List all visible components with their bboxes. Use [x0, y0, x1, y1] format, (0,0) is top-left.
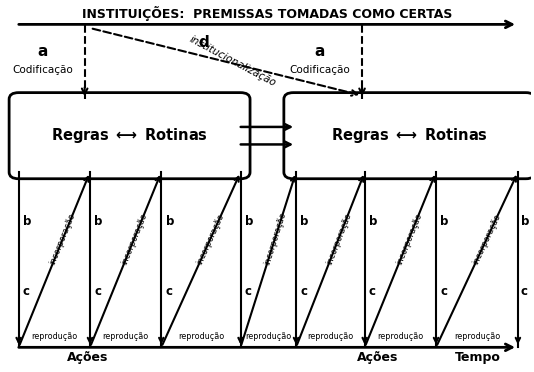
Text: reprodução: reprodução — [31, 332, 77, 341]
Text: reprodução: reprodução — [103, 332, 149, 341]
Text: incorporação: incorporação — [325, 211, 353, 266]
Text: incorporação: incorporação — [262, 211, 287, 266]
Text: reprodução: reprodução — [377, 332, 423, 341]
Text: reprodução: reprodução — [307, 332, 354, 341]
Text: b: b — [94, 215, 103, 228]
Text: b: b — [521, 215, 529, 228]
FancyBboxPatch shape — [9, 93, 250, 179]
Text: c: c — [521, 285, 528, 298]
Text: Tempo: Tempo — [456, 351, 501, 364]
Text: incorporação: incorporação — [49, 212, 77, 266]
Text: c: c — [300, 285, 307, 298]
Text: incorporação: incorporação — [120, 212, 148, 266]
Text: c: c — [440, 285, 447, 298]
Text: Codificação: Codificação — [12, 65, 73, 75]
Text: c: c — [166, 285, 172, 298]
Text: reprodução: reprodução — [245, 332, 292, 341]
Text: Ações: Ações — [67, 351, 108, 364]
Text: Codificação: Codificação — [289, 65, 350, 75]
Text: INSTITUIÇÕES:  PREMISSAS TOMADAS COMO CERTAS: INSTITUIÇÕES: PREMISSAS TOMADAS COMO CER… — [82, 6, 452, 22]
Text: c: c — [369, 285, 376, 298]
Text: $\mathbf{Regras}$ $\boldsymbol{\longleftrightarrow}$ $\mathbf{Rotinas}$: $\mathbf{Regras}$ $\boldsymbol{\longleft… — [51, 126, 208, 145]
Text: b: b — [166, 215, 174, 228]
Text: c: c — [94, 285, 101, 298]
Text: incorporação: incorporação — [195, 212, 226, 266]
Text: d: d — [198, 35, 209, 50]
Text: reprodução: reprodução — [178, 332, 224, 341]
Text: b: b — [23, 215, 31, 228]
Text: Ações: Ações — [357, 351, 398, 364]
Text: $\mathbf{Regras}$ $\boldsymbol{\longleftrightarrow}$ $\mathbf{Rotinas}$: $\mathbf{Regras}$ $\boldsymbol{\longleft… — [331, 126, 488, 145]
Text: c: c — [245, 285, 252, 298]
Text: b: b — [245, 215, 253, 228]
Text: institucionalização: institucionalização — [187, 34, 278, 88]
Text: reprodução: reprodução — [454, 332, 500, 341]
FancyBboxPatch shape — [284, 93, 534, 179]
Text: b: b — [369, 215, 378, 228]
Text: incorporação: incorporação — [471, 212, 502, 266]
Text: c: c — [23, 285, 30, 298]
Text: a: a — [315, 44, 325, 59]
Text: incorporação: incorporação — [395, 212, 423, 266]
Text: b: b — [440, 215, 449, 228]
Text: b: b — [300, 215, 309, 228]
Text: a: a — [37, 44, 48, 59]
